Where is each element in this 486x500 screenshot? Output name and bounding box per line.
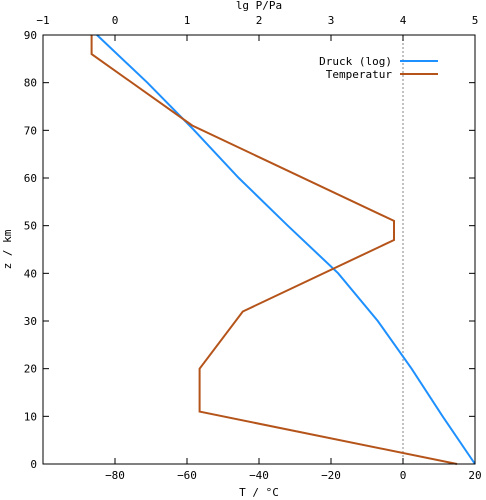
x2-axis-label: lg P/Pa	[236, 0, 282, 12]
y-tick-label: 30	[24, 315, 37, 328]
y-tick-label: 60	[24, 172, 37, 185]
x2-tick-label: 4	[400, 14, 407, 27]
x2-tick-label: 3	[328, 14, 335, 27]
legend-label-temperature: Temperatur	[326, 68, 393, 81]
y-tick-label: 40	[24, 267, 37, 280]
y-tick-label: 70	[24, 124, 37, 137]
x-axis-label: T / °C	[239, 486, 279, 499]
x2-tick-label: 5	[472, 14, 479, 27]
x-tick-label: 0	[400, 469, 407, 482]
x-tick-label: 20	[468, 469, 481, 482]
x-tick-label: −60	[177, 469, 197, 482]
x2-tick-label: 0	[112, 14, 119, 27]
y-tick-label: 0	[30, 458, 37, 471]
series-temperature-line	[90, 35, 458, 465]
x2-tick-label: 2	[256, 14, 263, 27]
x-tick-label: −80	[105, 469, 125, 482]
y-tick-label: 90	[24, 29, 37, 42]
y-tick-label: 50	[24, 220, 37, 233]
x2-tick-label: −1	[36, 14, 49, 27]
y-tick-label: 80	[24, 77, 37, 90]
series-layer	[90, 34, 476, 465]
series-pressure-line	[96, 34, 476, 465]
y-tick-label: 10	[24, 410, 37, 423]
legend: Druck (log) Temperatur	[319, 55, 438, 81]
x2-tick-label: 1	[184, 14, 191, 27]
x-tick-label: −20	[321, 469, 341, 482]
x-tick-label: −40	[249, 469, 269, 482]
ticks-layer: −80 −60 −40 −20 0 20−1 0 1 2 3 4 501020304050607080…	[24, 14, 482, 482]
y-tick-label: 20	[24, 363, 37, 376]
legend-label-pressure: Druck (log)	[319, 55, 392, 68]
y-axis-label: z / km	[1, 229, 14, 269]
plot-frame	[42, 34, 476, 465]
